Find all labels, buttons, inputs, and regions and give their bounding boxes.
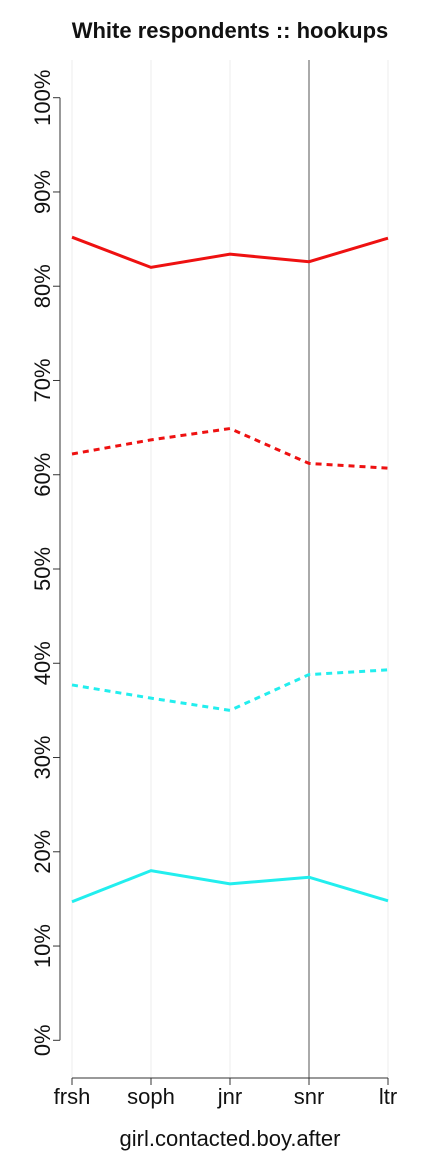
y-tick-label: 70% xyxy=(30,358,55,402)
y-tick-label: 40% xyxy=(30,641,55,685)
x-axis-label: girl.contacted.boy.after xyxy=(120,1126,341,1151)
series-line xyxy=(71,869,389,904)
x-tick-label: soph xyxy=(127,1084,175,1109)
x-tick-label: jnr xyxy=(217,1084,242,1109)
y-tick-label: 100% xyxy=(30,70,55,126)
y-tick-label: 60% xyxy=(30,453,55,497)
x-tick-label: ltr xyxy=(379,1084,397,1109)
y-tick-label: 0% xyxy=(30,1024,55,1056)
x-tick-label: snr xyxy=(294,1084,325,1109)
y-tick-label: 90% xyxy=(30,170,55,214)
x-tick-label: frsh xyxy=(54,1084,91,1109)
y-tick-label: 20% xyxy=(30,830,55,874)
chart-title: White respondents :: hookups xyxy=(72,18,389,43)
y-tick-label: 50% xyxy=(30,547,55,591)
y-tick-label: 80% xyxy=(30,264,55,308)
series-line xyxy=(71,235,389,269)
y-tick-label: 30% xyxy=(30,735,55,779)
y-tick-label: 10% xyxy=(30,924,55,968)
